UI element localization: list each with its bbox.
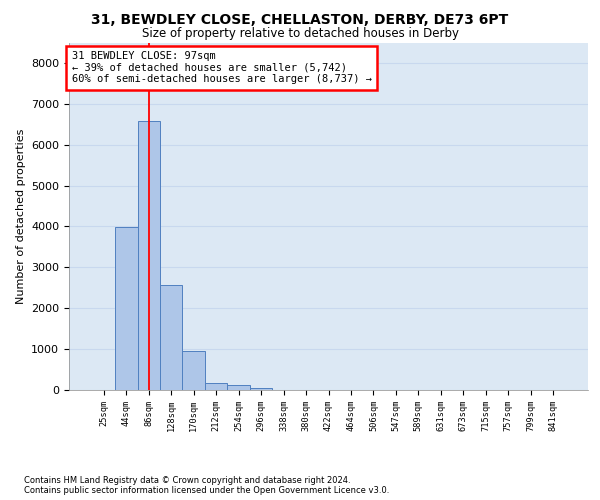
- Bar: [227, 385, 250, 390]
- Text: Size of property relative to detached houses in Derby: Size of property relative to detached ho…: [142, 28, 458, 40]
- Bar: [182, 351, 205, 390]
- Text: Contains HM Land Registry data © Crown copyright and database right 2024.
Contai: Contains HM Land Registry data © Crown c…: [24, 476, 389, 495]
- Text: 31 BEWDLEY CLOSE: 97sqm
← 39% of detached houses are smaller (5,742)
60% of semi: 31 BEWDLEY CLOSE: 97sqm ← 39% of detache…: [71, 51, 371, 84]
- Bar: [137, 121, 160, 390]
- Bar: [250, 388, 272, 390]
- Bar: [160, 284, 182, 390]
- Bar: [205, 382, 227, 390]
- Text: 31, BEWDLEY CLOSE, CHELLASTON, DERBY, DE73 6PT: 31, BEWDLEY CLOSE, CHELLASTON, DERBY, DE…: [91, 12, 509, 26]
- Bar: [115, 228, 137, 390]
- Y-axis label: Number of detached properties: Number of detached properties: [16, 128, 26, 304]
